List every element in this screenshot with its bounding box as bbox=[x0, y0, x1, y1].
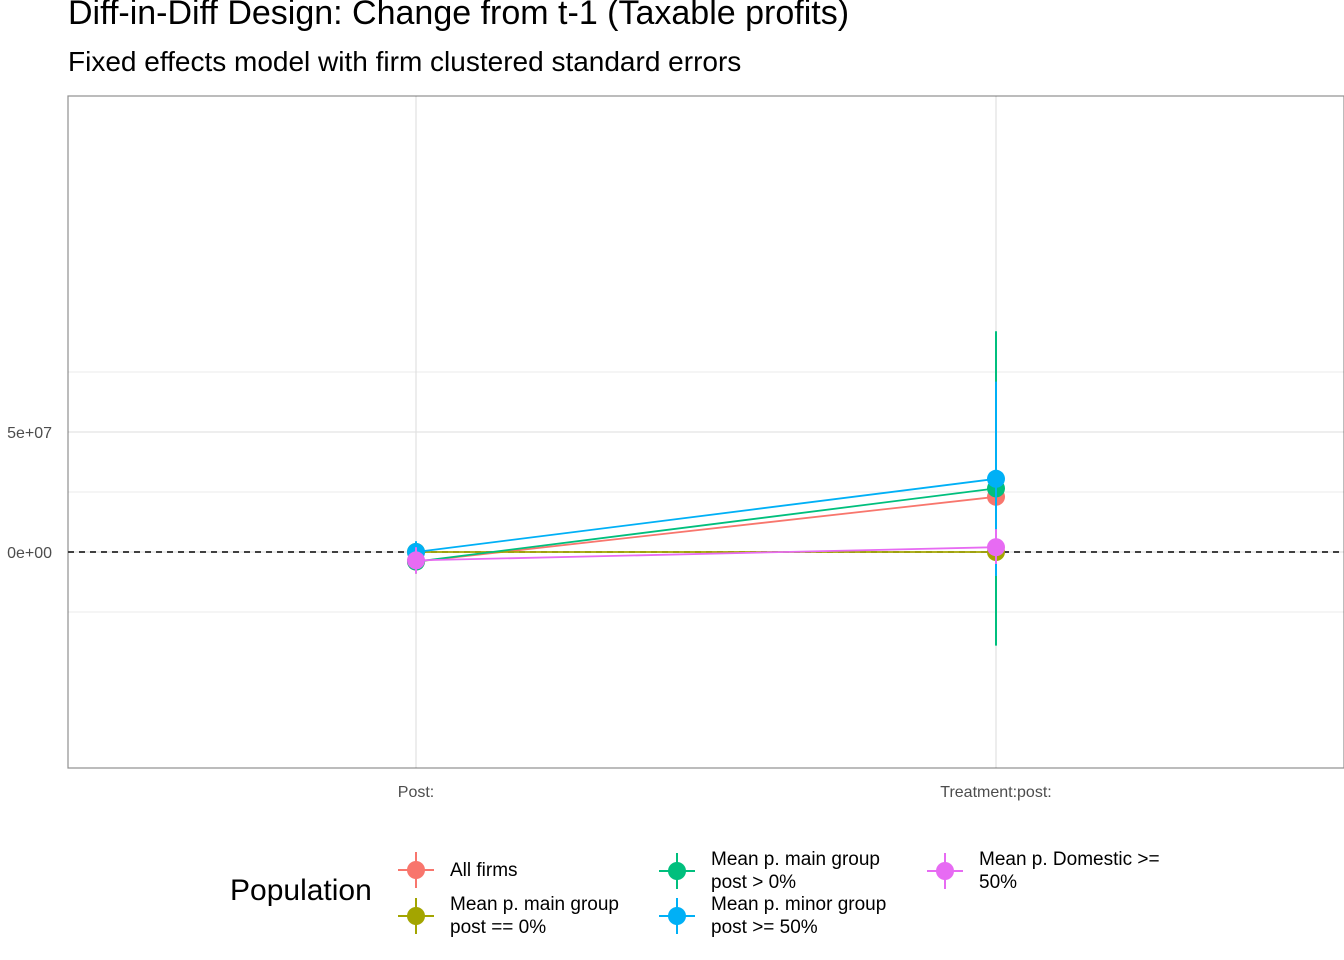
data-point bbox=[987, 469, 1005, 488]
legend-key-icon bbox=[927, 853, 963, 889]
chart-plot: 5e+07 0e+00 Post: Treatment:post: bbox=[7, 95, 1344, 801]
legend-item: Mean p. Domestic >= 50% bbox=[925, 848, 1160, 894]
x-tick-label: Post: bbox=[398, 784, 434, 801]
legend-key-icon bbox=[398, 898, 434, 934]
series-line bbox=[415, 487, 997, 563]
y-tick-label: 5e+07 bbox=[7, 425, 52, 442]
panel-border bbox=[67, 95, 1344, 769]
data-point bbox=[987, 538, 1005, 557]
data-point bbox=[407, 551, 425, 570]
x-tick-label: Treatment:post: bbox=[940, 784, 1051, 801]
legend-key-point bbox=[668, 907, 686, 925]
chart-subtitle: Fixed effects model with firm clustered … bbox=[68, 46, 742, 77]
legend-item: Mean p. minor group post >= 50% bbox=[657, 893, 886, 939]
legend-label: Mean p. main group post > 0% bbox=[711, 849, 880, 893]
legend-key-point bbox=[936, 862, 954, 880]
legend-label: All firms bbox=[450, 859, 518, 881]
legend-label: Mean p. minor group post >= 50% bbox=[711, 894, 887, 938]
legend-label: Mean p. Domestic >= 50% bbox=[979, 849, 1160, 893]
legend-label: Mean p. main group post == 0% bbox=[450, 894, 619, 938]
y-tick-label: 0e+00 bbox=[7, 545, 52, 562]
series-line bbox=[415, 546, 997, 562]
legend-item: All firms bbox=[396, 848, 518, 892]
legend-item: Mean p. main group post > 0% bbox=[657, 848, 880, 894]
series-3 bbox=[407, 381, 1005, 576]
legend-key-icon bbox=[398, 852, 434, 888]
legend-key-point bbox=[407, 861, 425, 879]
legend-key-icon bbox=[659, 898, 695, 934]
legend-key-point bbox=[407, 907, 425, 925]
legend-key-point bbox=[668, 862, 686, 880]
chart-title: Diff-in-Diff Design: Change from t-1 (Ta… bbox=[68, 0, 850, 32]
series-line bbox=[415, 495, 997, 563]
legend-item: Mean p. main group post == 0% bbox=[396, 893, 619, 939]
series-4 bbox=[407, 529, 1005, 574]
series-line bbox=[415, 477, 997, 553]
legend-key-icon bbox=[659, 853, 695, 889]
legend-title: Population bbox=[230, 874, 372, 907]
